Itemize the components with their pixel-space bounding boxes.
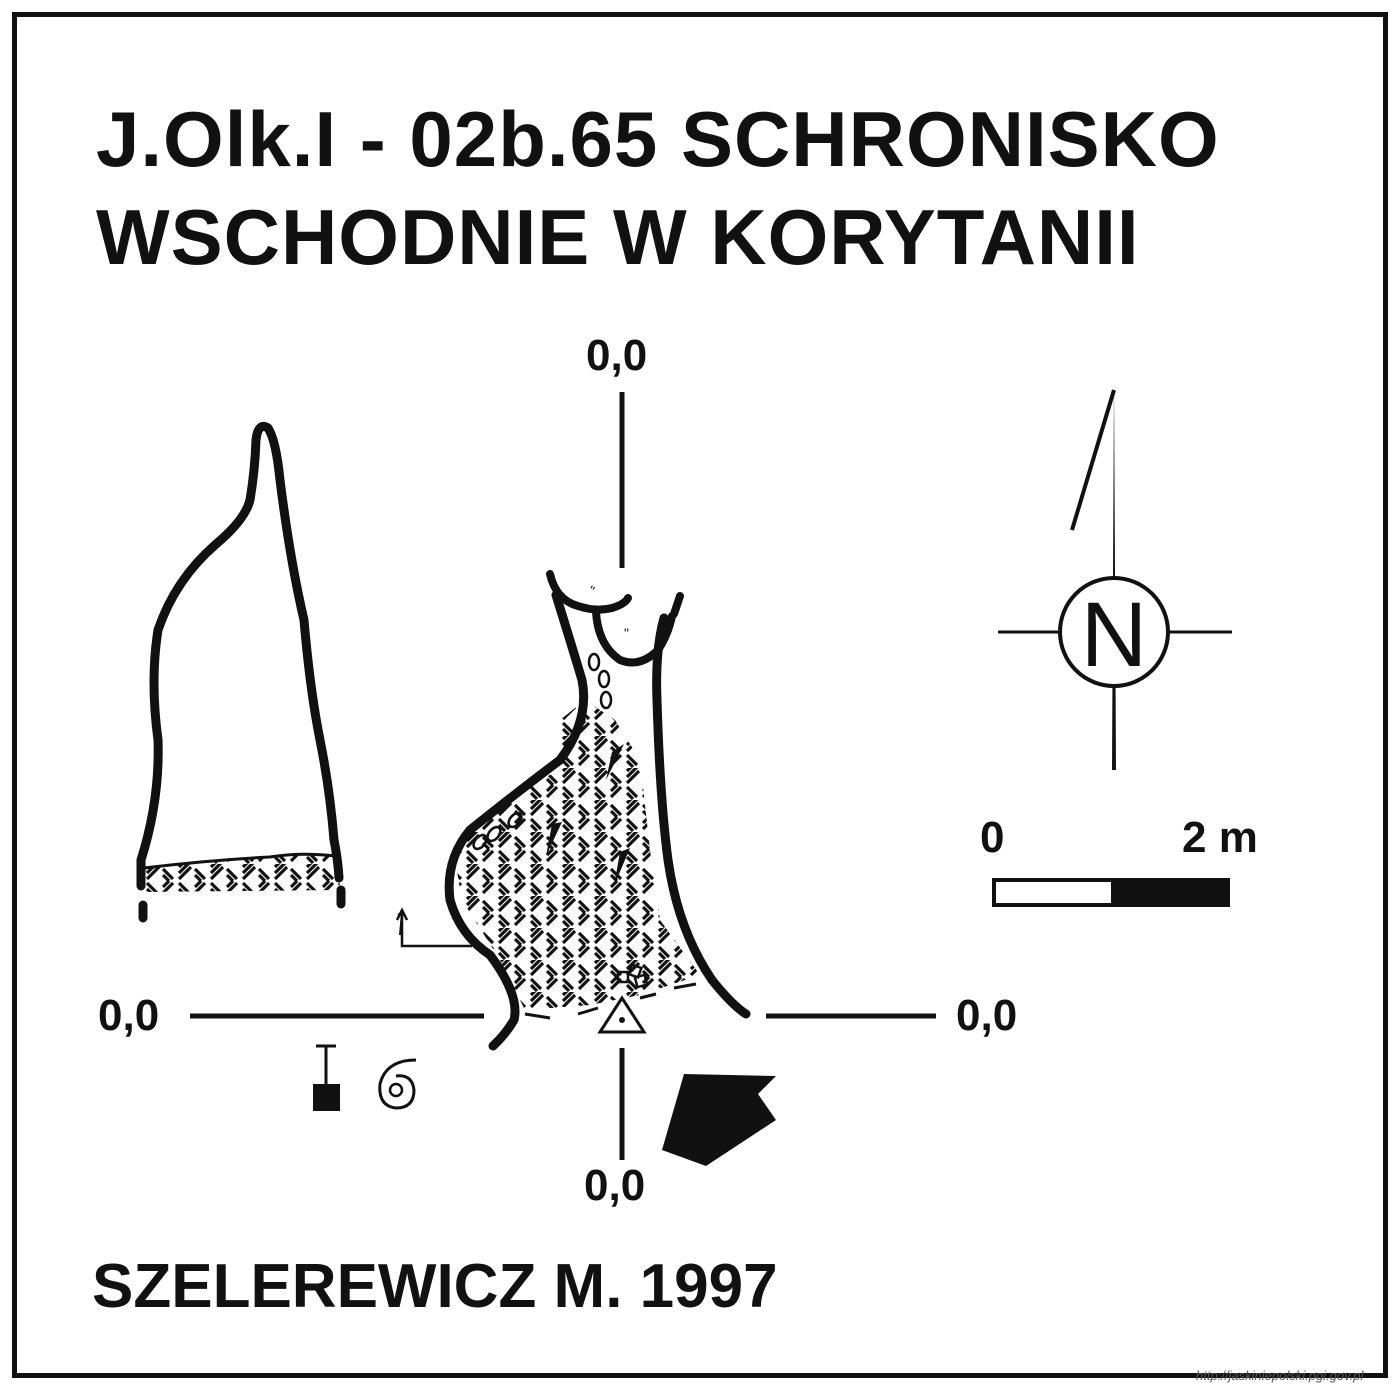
cross-section [136, 422, 472, 948]
plan-small-mark-1: ʺ [585, 582, 597, 598]
section-floor-line [143, 852, 337, 870]
coordinate-label-top: 0,0 [586, 331, 648, 380]
author-and-year: SZELEREWICZ M. 1997 [92, 1252, 778, 1321]
map-title-line-1: J.Olk.I - 02b.65 SCHRONISKO [96, 95, 1220, 183]
plan-sediment-hatching [455, 700, 700, 1010]
north-arrow-circle [1058, 576, 1170, 688]
scale-label-end: 2 m [1182, 813, 1258, 862]
plan-small-mark-2: ʺ [624, 625, 629, 641]
north-arrow: N [998, 382, 1232, 770]
scale-bar-filled-half [1111, 880, 1228, 905]
section-indicator-line [400, 912, 472, 948]
coordinate-label-left: 0,0 [98, 991, 160, 1040]
north-arrow-barb [1070, 389, 1116, 531]
plan-west-wall [444, 590, 589, 1051]
coordinate-label-bottom: 0,0 [584, 1161, 646, 1210]
section-indicator-arrowhead [395, 907, 409, 921]
map-title-line-2: WSCHODNIE W KORYTANII [96, 193, 1140, 281]
plan-east-wall [652, 613, 751, 1019]
coordinate-axes [190, 392, 936, 1160]
scale-bar [992, 878, 1230, 907]
plan-wall-end [670, 592, 684, 618]
cave-plan: ʺ ʺ [444, 570, 751, 1051]
section-floor-hatching [140, 854, 340, 892]
north-letter: N [1081, 584, 1147, 686]
legend-shell-icon [378, 1058, 417, 1110]
section-outline [136, 422, 344, 891]
plan-niche-wall [592, 608, 676, 667]
scale-label-start: 0 [980, 813, 1005, 862]
legend-shell-center [388, 1082, 404, 1098]
plan-rubble-triangles [546, 744, 630, 886]
datum-point [619, 1017, 625, 1023]
coordinate-label-right: 0,0 [956, 991, 1018, 1040]
legend-archaeology-icon [313, 1084, 340, 1111]
datum-triangle-icon [597, 995, 647, 1034]
legend-symbols [313, 1044, 417, 1111]
source-credit-link[interactable]: http://jaskiniepolski.pgi.gov.pl [1196, 1368, 1364, 1383]
entrance-arrow-icon [662, 1074, 776, 1166]
plan-dripline [524, 982, 697, 1020]
plan-boulders [472, 652, 649, 989]
